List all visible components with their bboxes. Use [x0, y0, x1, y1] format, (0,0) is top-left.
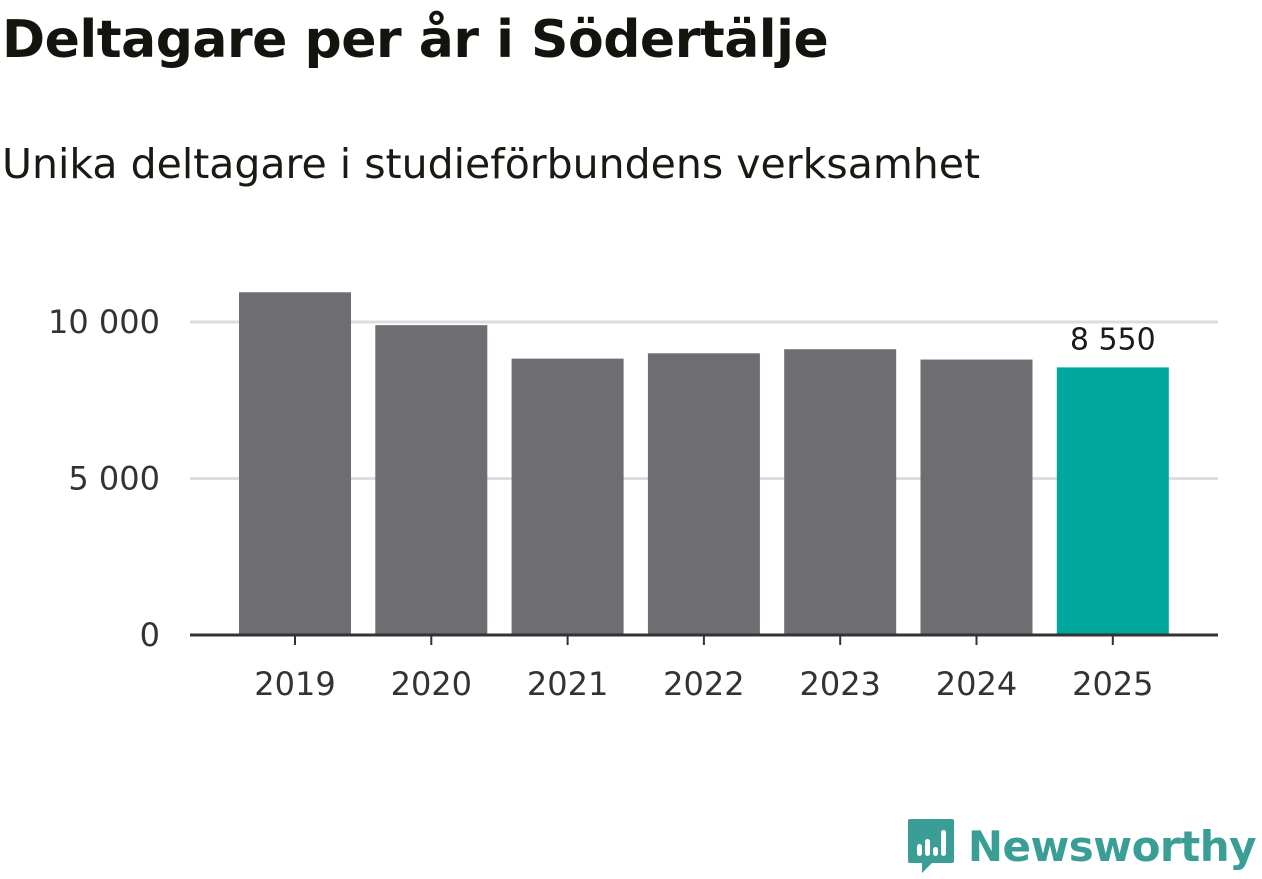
bar-2024 [920, 359, 1033, 635]
x-tick-label: 2025 [1072, 665, 1153, 703]
x-tick-label: 2023 [799, 665, 880, 703]
bar-2020 [375, 325, 488, 635]
y-tick-label: 0 [140, 616, 160, 654]
x-tick-label: 2022 [663, 665, 744, 703]
bar-2021 [511, 358, 624, 635]
bar-2019 [239, 292, 351, 635]
chart-title: Deltagare per år i Södertälje [2, 10, 829, 70]
bar-2023 [784, 349, 897, 635]
y-tick-label: 10 000 [48, 303, 160, 341]
data-label-2025: 8 550 [1070, 322, 1156, 357]
x-tick-label: 2021 [527, 665, 608, 703]
labels: 0 5 000 10 000 2019 2020 2021 2022 2023 2024 2025… [48, 303, 1156, 703]
newsworthy-logo-icon [907, 819, 954, 873]
y-tick-label: 5 000 [68, 460, 160, 498]
chart-subtitle: Unika deltagare i studieförbundens verks… [2, 140, 981, 188]
bars [239, 292, 1169, 635]
axes [190, 633, 1218, 645]
x-tick-label: 2020 [391, 665, 472, 703]
x-tick-label: 2024 [936, 665, 1017, 703]
x-tick-label: 2019 [254, 665, 335, 703]
bar-2022 [647, 353, 760, 635]
bar-2025 [1056, 367, 1169, 635]
brand-name: Newsworthy [967, 821, 1257, 871]
brand: Newsworthy [906, 817, 1257, 875]
